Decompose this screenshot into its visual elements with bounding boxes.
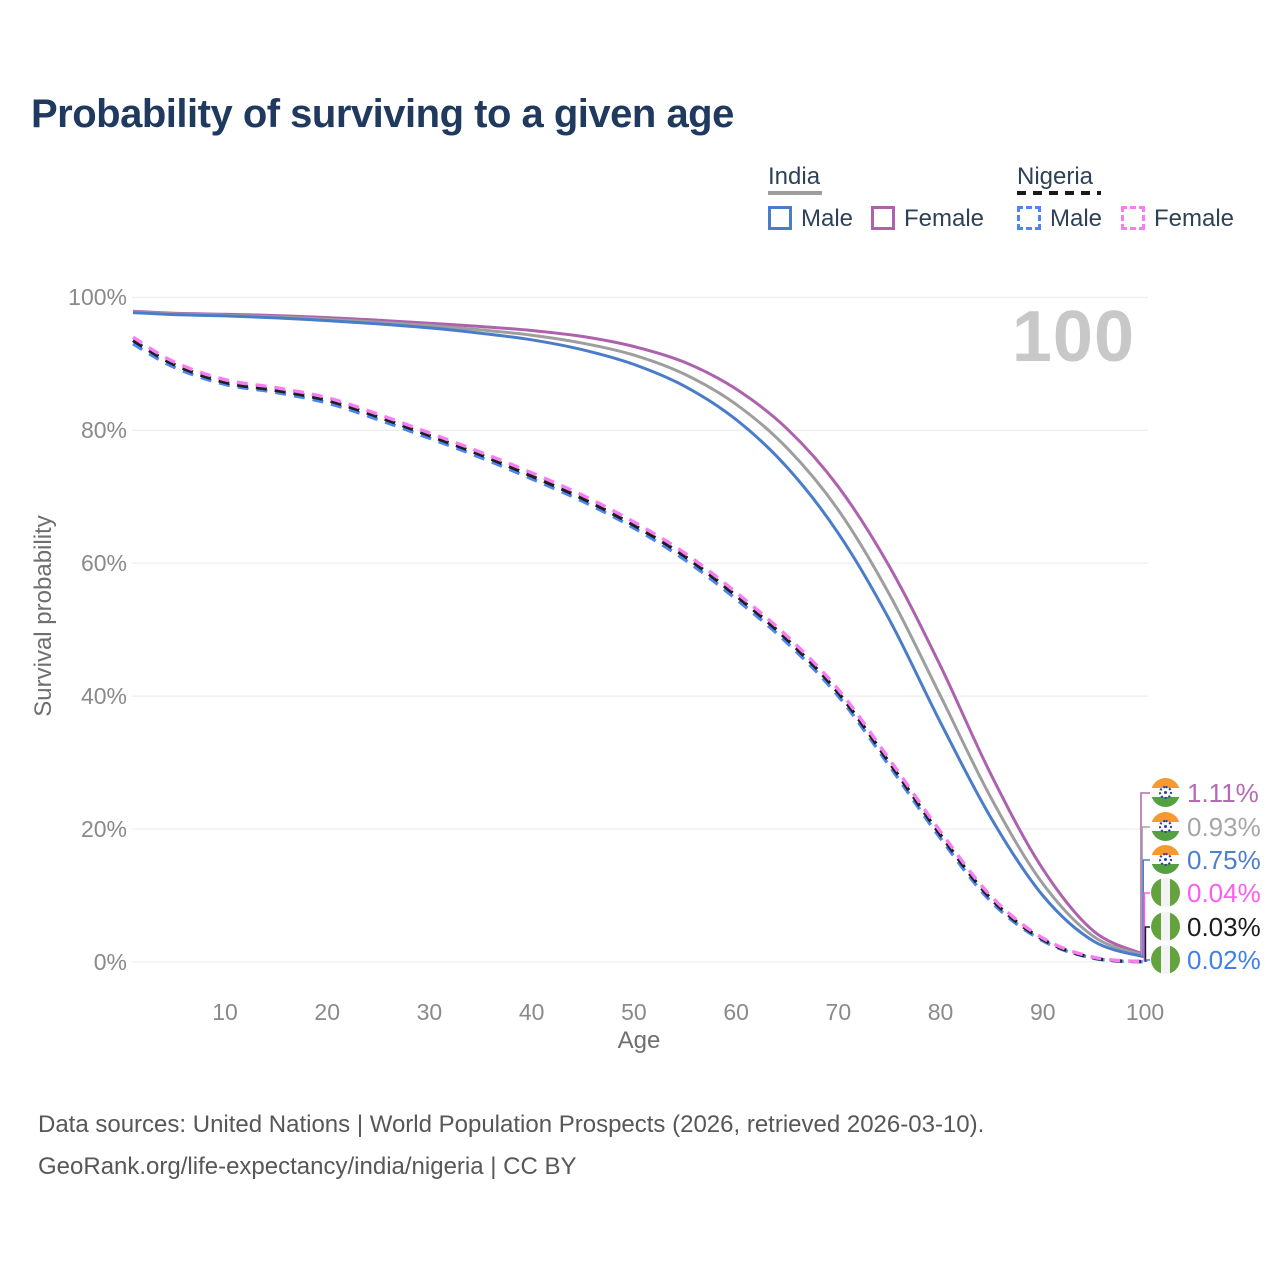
y-tick-label: 0% xyxy=(93,949,127,975)
legend-label-nigeria-male[interactable]: Male xyxy=(1050,205,1103,232)
end-label-value: 0.75% xyxy=(1187,845,1261,875)
y-tick-label: 40% xyxy=(80,683,127,710)
footer-data-sources: Data sources: United Nations | World Pop… xyxy=(38,1111,985,1138)
legend-swatch-india-male[interactable] xyxy=(768,206,792,230)
footer: Data sources: United Nations | World Pop… xyxy=(38,1104,984,1188)
legend-label-india-female[interactable]: Female xyxy=(904,205,985,232)
nigeria-flag-icon xyxy=(1151,878,1180,907)
y-tick-label: 100% xyxy=(68,284,127,311)
y-axis-title: Survival probability xyxy=(30,515,57,717)
x-tick-label: 90 xyxy=(1029,999,1056,1025)
end-label-value: 0.02% xyxy=(1187,945,1261,975)
end-label-connector xyxy=(1142,859,1150,957)
legend-label-nigeria-female[interactable]: Female xyxy=(1154,205,1235,232)
end-label-connector xyxy=(1144,926,1150,962)
legend-group-label-india[interactable]: India xyxy=(768,163,821,190)
x-tick-label: 80 xyxy=(927,999,954,1025)
legend-swatch-nigeria-female[interactable] xyxy=(1121,206,1145,230)
legend-swatch-nigeria-male[interactable] xyxy=(1017,206,1041,230)
y-tick-label: 80% xyxy=(80,417,127,444)
end-label-value: 0.93% xyxy=(1187,812,1261,842)
nigeria-flag-icon xyxy=(1151,912,1180,941)
end-label-connector xyxy=(1145,959,1150,962)
legend-india-line-swatch xyxy=(768,191,822,195)
page-title: Probability of surviving to a given age xyxy=(31,92,734,136)
x-tick-label: 60 xyxy=(723,999,749,1025)
india-flag-icon xyxy=(1151,778,1180,807)
age-counter-watermark: 100 xyxy=(1011,297,1135,377)
nigeria-flag-icon xyxy=(1151,945,1180,974)
x-tick-label: 70 xyxy=(825,999,852,1025)
x-tick-label: 10 xyxy=(212,999,238,1025)
legend-nigeria-line-swatch xyxy=(1017,191,1101,195)
curve-india-both-sexes xyxy=(132,310,1146,958)
curve-nigeria-both-sexes xyxy=(132,339,1146,964)
end-label-value: 0.03% xyxy=(1187,912,1261,942)
india-flag-icon xyxy=(1151,845,1180,874)
x-tick-label: 40 xyxy=(518,999,545,1025)
legend-swatch-india-female[interactable] xyxy=(871,206,895,230)
curve-nigeria-male xyxy=(132,342,1146,964)
end-label-connector xyxy=(1143,892,1150,962)
x-tick-label: 30 xyxy=(416,999,443,1025)
curve-india-female xyxy=(132,309,1146,956)
footer-attribution-link[interactable]: GeoRank.org/life-expectancy/india/nigeri… xyxy=(38,1153,577,1180)
end-label-value: 1.11% xyxy=(1187,778,1259,808)
legend-group-label-nigeria[interactable]: Nigeria xyxy=(1017,163,1094,190)
india-flag-icon xyxy=(1151,812,1180,841)
y-tick-label: 20% xyxy=(80,816,127,843)
x-tick-label: 50 xyxy=(621,999,647,1025)
legend-label-india-male[interactable]: Male xyxy=(801,205,854,232)
end-label-connector xyxy=(1140,792,1150,955)
curve-nigeria-female xyxy=(132,335,1146,964)
curve-india-male xyxy=(132,311,1146,959)
x-tick-label: 100 xyxy=(1125,999,1165,1025)
y-tick-label: 60% xyxy=(80,550,127,577)
end-label-value: 0.04% xyxy=(1187,878,1261,908)
x-tick-label: 20 xyxy=(314,999,341,1025)
end-label-connector xyxy=(1141,826,1150,956)
x-axis-title: Age xyxy=(617,1027,661,1054)
